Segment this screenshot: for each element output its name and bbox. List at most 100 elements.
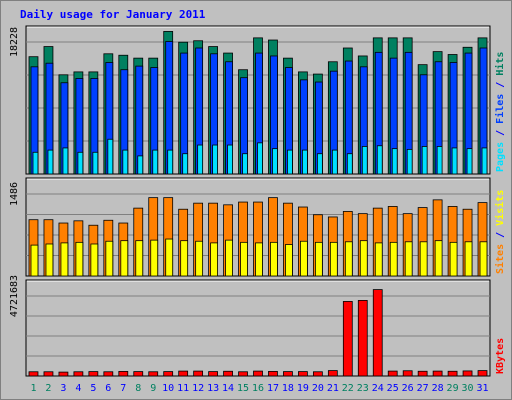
x-tick-label-day-19: 19: [297, 383, 309, 394]
bar-kbytes-day-25: [387, 370, 398, 377]
bar-kbytes-day-27: [417, 370, 428, 377]
bar-sites-day-15: [240, 241, 248, 277]
bar-kbytes-day-13: [208, 371, 218, 377]
bar-kbytes-day-22: [342, 301, 353, 377]
bar-sites-day-21: [329, 241, 338, 277]
bar-pages-day-4: [77, 151, 84, 175]
bar-pages-day-22: [346, 153, 353, 175]
bar-pages-day-10: [167, 149, 174, 175]
x-tick-label-day-25: 25: [387, 383, 399, 394]
x-tick-label-day-16: 16: [252, 383, 264, 394]
bar-pages-day-30: [466, 148, 473, 175]
legend-entry: Sites: [494, 244, 506, 274]
bar-pages-day-21: [331, 149, 338, 175]
bar-pages-day-2: [47, 149, 54, 175]
x-tick-label-day-30: 30: [462, 383, 474, 394]
bar-pages-day-9: [152, 149, 159, 175]
bar-kbytes-day-19: [298, 371, 308, 377]
panel-kbytes-bars: [28, 289, 488, 377]
bar-kbytes-day-12: [193, 370, 204, 377]
bar-sites-day-29: [449, 241, 458, 277]
bar-sites-day-3: [60, 242, 69, 277]
bar-pages-day-3: [62, 147, 69, 175]
x-tick-label-day-17: 17: [267, 383, 279, 394]
x-tick-label-day-29: 29: [447, 383, 459, 394]
bar-pages-day-29: [451, 147, 458, 175]
bar-sites-day-25: [389, 241, 398, 277]
legend-entry: Hits: [494, 52, 506, 76]
bar-pages-day-18: [287, 149, 293, 175]
x-tick-label-day-22: 22: [342, 383, 354, 394]
panel-hits-bars: [28, 31, 488, 175]
x-tick-label-day-24: 24: [372, 383, 384, 394]
panel-visits: 1486 Sites / Visits: [9, 177, 506, 277]
x-tick-label-day-28: 28: [432, 383, 444, 394]
series-sites: [30, 238, 488, 277]
panel-visits-legend: Sites / Visits: [494, 190, 506, 274]
bar-kbytes-day-29: [447, 370, 458, 377]
x-tick-label-day-4: 4: [75, 383, 81, 394]
x-tick-label-day-6: 6: [105, 383, 111, 394]
x-tick-label-day-26: 26: [402, 383, 414, 394]
bar-pages-day-13: [212, 144, 218, 175]
bar-pages-day-15: [242, 153, 248, 175]
panel-hits-ytick-label: 18228: [9, 27, 20, 57]
bar-sites-day-30: [464, 241, 473, 277]
bar-kbytes-day-14: [223, 370, 233, 377]
bar-kbytes-day-28: [432, 370, 443, 377]
x-tick-label-day-7: 7: [120, 383, 126, 394]
bar-pages-day-1: [32, 151, 39, 175]
bar-kbytes-day-2: [43, 371, 54, 377]
panel-visits-bars: [28, 197, 488, 277]
bar-kbytes-day-31: [477, 370, 488, 377]
x-tick-label-day-21: 21: [327, 383, 339, 394]
bar-sites-day-12: [195, 240, 204, 277]
bar-kbytes-day-4: [73, 371, 84, 377]
bar-kbytes-day-24: [372, 289, 383, 377]
bar-sites-day-7: [120, 240, 129, 277]
bar-sites-day-4: [75, 241, 84, 277]
bar-sites-day-5: [90, 243, 99, 277]
bar-pages-day-14: [227, 144, 233, 175]
bar-kbytes-day-5: [88, 371, 99, 377]
bar-sites-day-24: [374, 242, 383, 277]
series-pages: [32, 138, 488, 175]
bar-pages-day-5: [92, 151, 99, 175]
legend-entry: Files: [494, 94, 506, 124]
panel-hits: 18228 Pages / Files / Hits: [9, 25, 506, 175]
bar-kbytes-day-16: [253, 370, 263, 377]
bar-pages-day-26: [406, 148, 413, 175]
x-tick-label-day-8: 8: [135, 383, 141, 394]
bar-sites-day-9: [150, 239, 159, 277]
x-tick-label-day-15: 15: [237, 383, 249, 394]
panel-kbytes-plot-area: [25, 279, 491, 377]
x-tick-label-day-3: 3: [60, 383, 66, 394]
legend-entry: Visits: [494, 190, 506, 226]
bar-kbytes-day-8: [133, 371, 144, 377]
bar-kbytes-day-10: [163, 371, 174, 377]
bar-kbytes-day-20: [312, 371, 323, 377]
bar-pages-day-17: [272, 148, 278, 175]
bar-sites-day-1: [30, 244, 39, 277]
bar-pages-day-8: [137, 155, 144, 175]
bar-kbytes-day-17: [268, 371, 278, 377]
x-tick-label-day-20: 20: [312, 383, 324, 394]
legend-entry: /: [495, 76, 506, 94]
panel-hits-legend: Pages / Files / Hits: [494, 52, 506, 172]
bar-sites-day-11: [180, 240, 189, 277]
bar-sites-day-23: [359, 240, 368, 277]
bar-kbytes-day-7: [118, 371, 129, 377]
panel-kbytes-ytick-label: 4721683: [9, 275, 20, 317]
bar-pages-day-20: [316, 153, 323, 175]
bar-sites-day-26: [404, 241, 413, 277]
series-kbytes: [28, 289, 488, 377]
bar-kbytes-day-23: [357, 300, 368, 377]
bar-kbytes-day-9: [148, 371, 159, 377]
x-tick-label-day-12: 12: [192, 383, 204, 394]
x-tick-label-day-2: 2: [45, 383, 51, 394]
x-tick-label-day-1: 1: [30, 383, 36, 394]
x-tick-label-day-5: 5: [90, 383, 96, 394]
bar-kbytes-day-18: [283, 371, 293, 377]
bar-sites-day-13: [210, 242, 218, 277]
